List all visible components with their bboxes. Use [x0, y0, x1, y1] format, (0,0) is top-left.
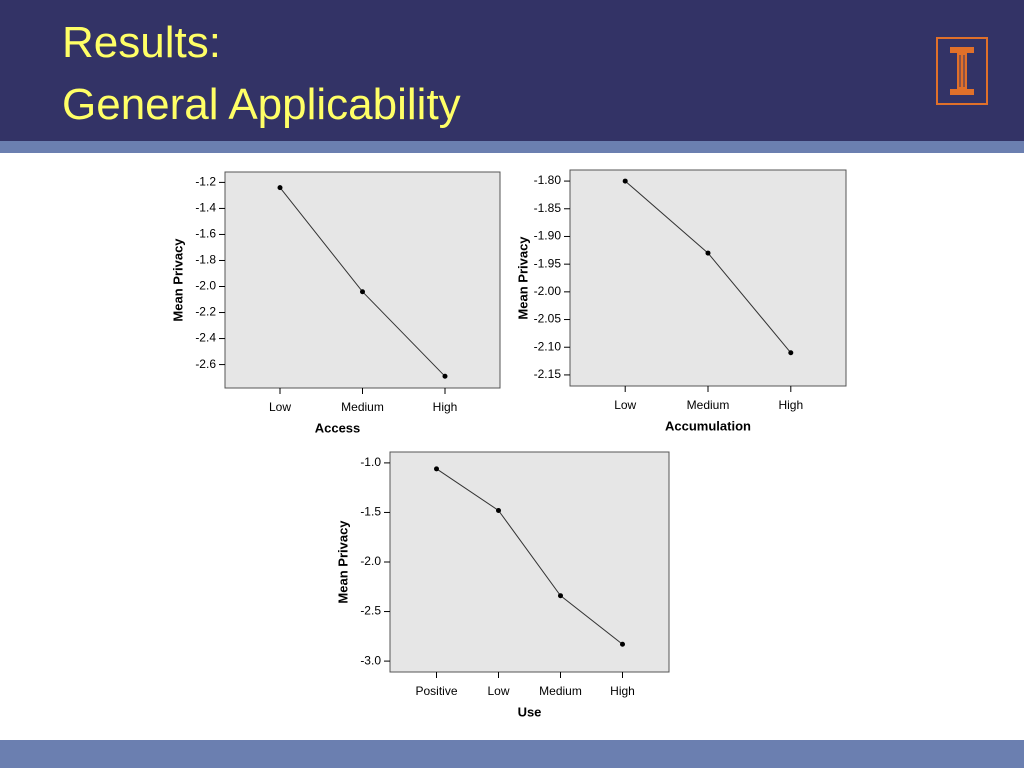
- y-tick-label: -2.2: [195, 305, 216, 319]
- x-tick-label: Low: [487, 684, 509, 698]
- x-tick-label: High: [433, 400, 458, 414]
- x-tick-label: High: [778, 398, 803, 412]
- x-tick-label: Positive: [415, 684, 457, 698]
- slide-title: General Applicability: [62, 80, 461, 129]
- y-axis-title: Mean Privacy: [335, 520, 350, 604]
- y-tick-label: -1.5: [360, 505, 381, 519]
- x-tick-label: Low: [614, 398, 636, 412]
- data-point: [434, 466, 439, 472]
- y-tick-label: -2.4: [195, 331, 216, 345]
- y-axis-title: Mean Privacy: [515, 236, 530, 320]
- y-tick-label: -1.4: [195, 201, 216, 215]
- y-tick-label: -2.00: [534, 284, 562, 298]
- logo: [936, 37, 988, 105]
- y-tick-label: -3.0: [360, 653, 381, 667]
- x-tick-label: Medium: [539, 684, 582, 698]
- data-point: [705, 250, 711, 256]
- plot-area: [224, 171, 501, 389]
- header-stripe: [0, 141, 1024, 153]
- plot-area: [389, 451, 670, 673]
- x-tick-label: Medium: [687, 398, 730, 412]
- charts: -1.2 -1.4 -1.6 -1.8 -2.0 -2.2 -2.4 -2.6 Low Mediu…: [170, 169, 847, 719]
- y-tick-label: -1.0: [360, 455, 381, 469]
- data-point: [496, 507, 501, 513]
- y-tick-label: -1.85: [534, 201, 562, 215]
- data-point: [788, 350, 794, 356]
- y-tick-label: -2.6: [195, 357, 216, 371]
- y-tick-label: -2.10: [534, 339, 562, 353]
- y-tick-label: -1.6: [195, 227, 216, 241]
- x-axis-title: Use: [518, 704, 542, 719]
- footer-band: [0, 740, 1024, 768]
- x-tick-label: Low: [269, 400, 291, 414]
- y-tick-label: -1.80: [534, 173, 562, 187]
- y-tick-label: -1.8: [195, 253, 216, 267]
- x-axis-title: Access: [315, 420, 361, 435]
- slide-title: Results:: [62, 18, 221, 67]
- data-point: [442, 373, 448, 379]
- x-axis-title: Accumulation: [665, 418, 751, 433]
- header: Results: General Applicability: [0, 0, 1024, 141]
- data-point: [277, 185, 283, 191]
- y-tick-label: -1.90: [534, 229, 562, 243]
- data-point: [620, 641, 625, 647]
- data-point: [558, 593, 563, 599]
- data-point: [360, 289, 365, 295]
- y-tick-label: -1.2: [195, 175, 216, 189]
- x-tick-label: High: [610, 684, 635, 698]
- data-point: [622, 178, 628, 184]
- y-tick-label: -2.0: [195, 279, 216, 293]
- y-tick-label: -2.05: [534, 312, 562, 326]
- x-tick-label: Medium: [341, 400, 384, 414]
- y-tick-label: -2.15: [534, 367, 562, 381]
- y-tick-label: -2.5: [360, 604, 381, 618]
- y-tick-label: -2.0: [360, 554, 381, 568]
- y-tick-label: -1.95: [534, 256, 562, 270]
- y-axis-title: Mean Privacy: [170, 238, 185, 322]
- data-line: [436, 468, 623, 645]
- plot-area: [569, 169, 847, 387]
